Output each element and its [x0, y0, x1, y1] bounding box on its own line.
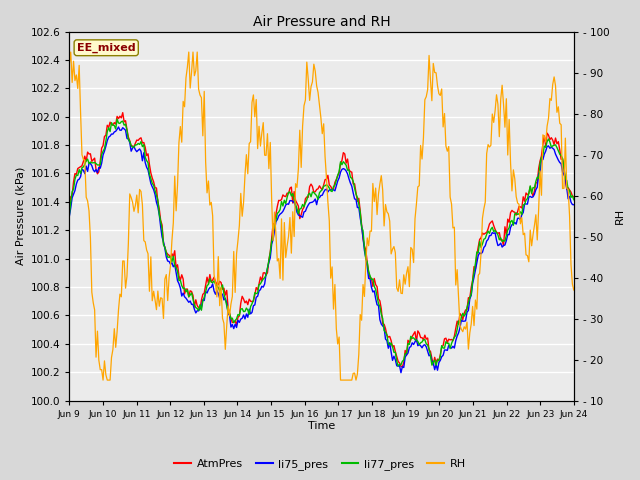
X-axis label: Time: Time: [308, 421, 335, 432]
Y-axis label: RH: RH: [615, 208, 625, 224]
Title: Air Pressure and RH: Air Pressure and RH: [253, 15, 390, 29]
Y-axis label: Air Pressure (kPa): Air Pressure (kPa): [15, 167, 25, 265]
Legend: AtmPres, li75_pres, li77_pres, RH: AtmPres, li75_pres, li77_pres, RH: [170, 455, 470, 474]
Text: EE_mixed: EE_mixed: [77, 43, 136, 53]
